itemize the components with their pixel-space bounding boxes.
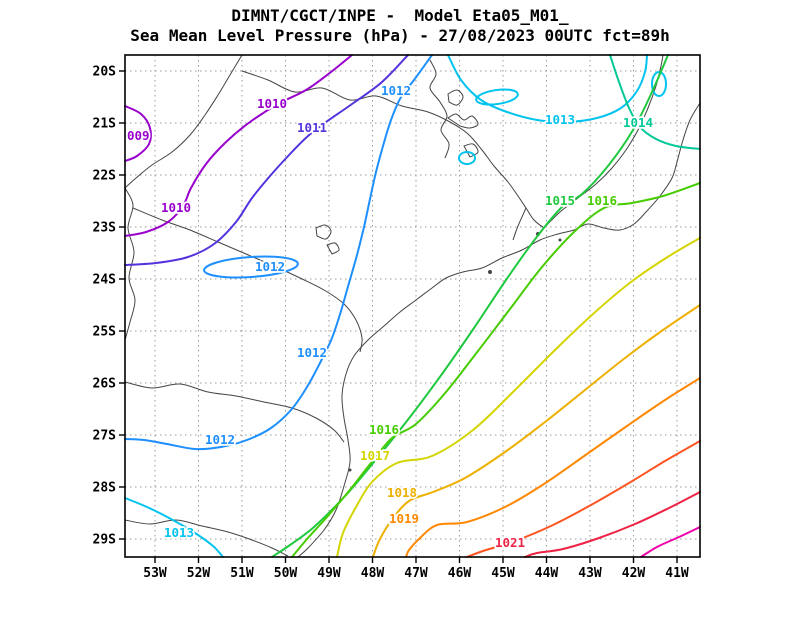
isobar-label-1012: 1012 (205, 432, 235, 447)
isobar-1021 (524, 491, 701, 558)
lon-tick-label: 45W (491, 566, 515, 581)
isobar-layer (124, 54, 701, 558)
isobar-label-1017: 1017 (360, 448, 390, 463)
isobar-1019 (405, 377, 701, 558)
isobar-1018 (372, 304, 701, 558)
lake (326, 242, 340, 255)
isobar-1013 (651, 71, 667, 97)
isobar-1015 (271, 54, 669, 558)
isobar-label-1012: 1012 (297, 345, 327, 360)
lat-tick-label: 20S (93, 65, 117, 80)
isobar-1016 (291, 182, 701, 558)
lon-tick-label: 51W (230, 566, 254, 581)
island (348, 468, 352, 472)
lake (463, 143, 479, 158)
isobar-1022 (640, 526, 701, 558)
isobar-label-1013: 1013 (545, 112, 575, 127)
isobar-1012 (203, 255, 299, 279)
isobar-label-1011: 1011 (297, 120, 327, 135)
isobar-1010 (124, 54, 353, 237)
isobar-1009 (124, 105, 152, 162)
river-mg (429, 59, 450, 159)
lat-tick-label: 29S (93, 533, 117, 548)
chart-title-line1: DIMNT/CGCT/INPE - Model Eta05_M01_ (231, 6, 569, 25)
lon-tick-label: 41W (665, 566, 689, 581)
isobar-1013 (124, 497, 224, 558)
isobar-label-1009: 009 (127, 128, 150, 143)
isobar-label-1015: 1015 (545, 193, 575, 208)
isobar-1013 (458, 151, 476, 165)
isobar-1020 (466, 440, 701, 558)
lon-tick-label: 48W (361, 566, 385, 581)
isobar-1013 (447, 54, 648, 124)
isobar-1011 (124, 54, 409, 266)
isobar-label-1021: 1021 (495, 535, 525, 550)
coastline-atlantic (297, 102, 701, 558)
grid-layer (125, 55, 700, 557)
isobar-label-1016: 1016 (369, 422, 399, 437)
isobar-1017 (336, 237, 701, 558)
isobar-label-1012: 1012 (381, 83, 411, 98)
river-parana-upper (124, 54, 243, 189)
lon-tick-label: 43W (578, 566, 602, 581)
isobar-label-1013: 1013 (164, 525, 194, 540)
lake (447, 89, 464, 106)
lon-tick-label: 42W (622, 566, 646, 581)
lon-tick-label: 46W (448, 566, 472, 581)
isobar-label-1018: 1018 (387, 485, 417, 500)
isobar-1012 (124, 54, 433, 451)
lon-tick-label: 50W (274, 566, 298, 581)
island (488, 270, 492, 274)
lon-tick-label: 47W (404, 566, 428, 581)
isobar-1013 (475, 88, 519, 106)
lat-tick-label: 23S (93, 221, 117, 236)
isobar-label-1010: 1010 (257, 96, 287, 111)
lat-tick-label: 27S (93, 429, 117, 444)
lake (447, 113, 479, 129)
isobar-label-1010: 1010 (161, 200, 191, 215)
state-border-sc-rs (124, 519, 289, 557)
isobar-label-1016: 1016 (587, 193, 617, 208)
lat-tick-label: 25S (93, 325, 117, 340)
lat-tick-label: 28S (93, 481, 117, 496)
state-border-mg-sp (241, 70, 545, 229)
island (558, 238, 562, 242)
lat-tick-label: 21S (93, 117, 117, 132)
isobar-label-1019: 1019 (389, 511, 419, 526)
plot-frame (124, 54, 701, 558)
state-border-rj-sp (512, 207, 527, 241)
lon-tick-label: 44W (535, 566, 559, 581)
isobar-label-1012: 1012 (255, 259, 285, 274)
lat-tick-label: 24S (93, 273, 117, 288)
isobar-label-layer: 009 1010 1010 1011 1012 1012 1012 1012 1013 1013 1… (125, 81, 655, 552)
lon-tick-label: 53W (143, 566, 167, 581)
lat-tick-label: 22S (93, 169, 117, 184)
coastline-layer (124, 54, 701, 558)
isobar-1014 (609, 54, 701, 150)
state-border-sp-pr (132, 207, 363, 353)
lon-tick-label: 49W (317, 566, 341, 581)
lon-tick-label: 52W (187, 566, 211, 581)
state-border-pr-sc (124, 381, 345, 443)
lat-tick-label: 26S (93, 377, 117, 392)
axis-layer: 53W 52W 51W 50W 49W 48W 47W 46W 45W 44W 43W 42W 41W 2… (93, 65, 689, 582)
chart-title-line2: Sea Mean Level Pressure (hPa) - 27/08/20… (130, 26, 669, 45)
lake (315, 224, 332, 240)
isobar-label-1014: 1014 (623, 115, 653, 130)
